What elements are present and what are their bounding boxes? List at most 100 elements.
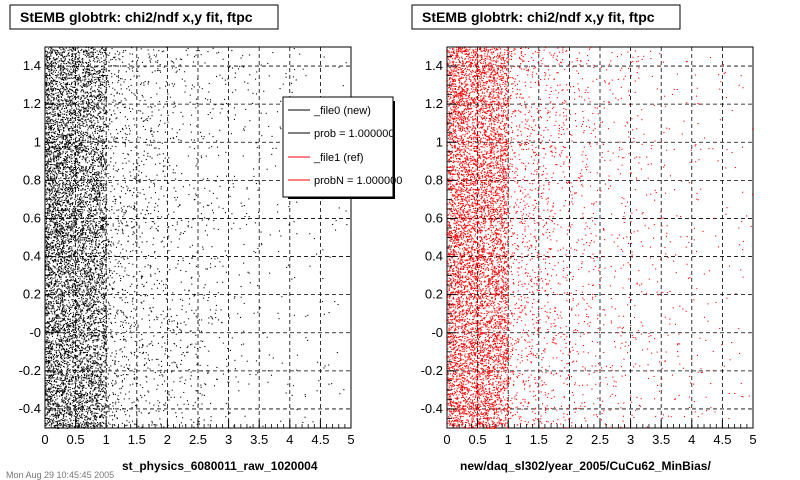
scatter-point: [79, 294, 81, 296]
scatter-point: [89, 243, 91, 245]
scatter-point: [71, 59, 73, 61]
scatter-point: [103, 427, 105, 429]
scatter-point: [108, 367, 110, 369]
scatter-point: [49, 344, 51, 346]
scatter-point: [141, 346, 143, 348]
scatter-point: [80, 136, 82, 138]
scatter-point: [110, 365, 112, 367]
scatter-point: [108, 70, 110, 72]
scatter-point: [67, 133, 69, 135]
scatter-point: [62, 48, 64, 50]
scatter-point: [62, 269, 64, 271]
scatter-point: [88, 85, 90, 87]
scatter-point: [54, 322, 56, 324]
scatter-point: [85, 203, 87, 205]
scatter-point: [67, 373, 69, 375]
scatter-point: [80, 382, 82, 384]
scatter-point: [92, 425, 94, 427]
scatter-point: [165, 81, 167, 83]
scatter-point: [105, 135, 107, 137]
scatter-point: [146, 209, 148, 211]
scatter-point: [49, 301, 51, 303]
scatter-point: [88, 358, 90, 360]
scatter-point: [84, 107, 86, 109]
scatter-point: [328, 364, 330, 366]
scatter-point: [62, 145, 64, 147]
scatter-point: [53, 98, 55, 100]
scatter-point: [87, 267, 89, 269]
scatter-point: [62, 201, 64, 203]
scatter-point: [99, 61, 101, 63]
scatter-point: [153, 131, 155, 133]
scatter-point: [143, 84, 145, 86]
scatter-point: [56, 403, 58, 405]
scatter-point: [54, 403, 56, 405]
scatter-point: [120, 252, 122, 254]
scatter-point: [72, 101, 74, 103]
scatter-point: [107, 125, 109, 127]
scatter-point: [54, 401, 56, 403]
scatter-point: [101, 145, 103, 147]
scatter-point: [48, 243, 50, 245]
scatter-point: [129, 327, 131, 329]
scatter-point: [59, 248, 61, 250]
scatter-point: [67, 82, 69, 84]
scatter-point: [337, 304, 339, 306]
scatter-point: [70, 202, 72, 204]
scatter-point: [85, 419, 87, 421]
scatter-point: [64, 317, 66, 319]
scatter-point: [92, 167, 94, 169]
scatter-point: [93, 363, 95, 365]
scatter-point: [45, 253, 47, 255]
scatter-point: [66, 344, 68, 346]
scatter-point: [69, 351, 71, 353]
scatter-point: [105, 412, 107, 414]
scatter-point: [53, 310, 55, 312]
scatter-point: [96, 288, 98, 290]
scatter-point: [121, 299, 123, 301]
scatter-point: [56, 226, 58, 228]
scatter-point: [59, 212, 61, 214]
scatter-point: [53, 175, 55, 177]
scatter-point: [59, 233, 61, 235]
scatter-point: [85, 147, 87, 149]
scatter-point: [102, 49, 104, 51]
scatter-point: [46, 390, 48, 392]
scatter-point: [75, 101, 77, 103]
scatter-point: [136, 215, 138, 217]
scatter-point: [75, 70, 77, 72]
scatter-point: [272, 147, 274, 149]
scatter-point: [72, 405, 74, 407]
scatter-point: [146, 118, 148, 120]
scatter-point: [89, 56, 91, 58]
scatter-point: [85, 185, 87, 187]
scatter-point: [97, 102, 99, 104]
scatter-point: [78, 209, 80, 211]
scatter-point: [47, 89, 49, 91]
scatter-point: [82, 139, 84, 141]
scatter-point: [113, 195, 115, 197]
scatter-point: [86, 264, 88, 266]
scatter-point: [58, 189, 60, 191]
scatter-point: [77, 369, 79, 371]
scatter-point: [203, 297, 205, 299]
scatter-point: [168, 157, 170, 159]
scatter-point: [82, 246, 84, 248]
scatter-point: [103, 164, 105, 166]
scatter-point: [79, 164, 81, 166]
scatter-point: [50, 48, 52, 50]
scatter-point: [72, 142, 74, 144]
scatter-point: [77, 154, 79, 156]
scatter-point: [47, 365, 49, 367]
scatter-point: [159, 64, 161, 66]
scatter-point: [149, 326, 151, 328]
scatter-point: [61, 192, 63, 194]
scatter-point: [166, 190, 168, 192]
scatter-point: [52, 368, 54, 370]
scatter-point: [76, 162, 78, 164]
scatter-point: [45, 234, 47, 236]
scatter-point: [81, 234, 83, 236]
scatter-point: [79, 178, 81, 180]
scatter-point: [81, 310, 83, 312]
